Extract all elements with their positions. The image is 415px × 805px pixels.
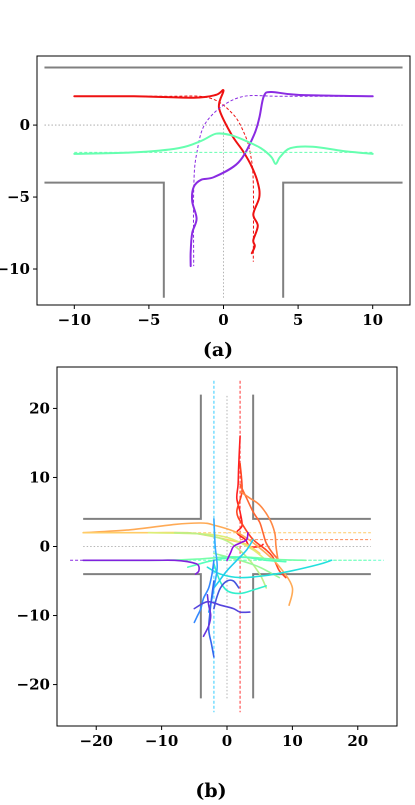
trajectory-0 — [73, 89, 261, 255]
x-tick-label-1: −5 — [137, 311, 160, 329]
y-tick-label-1: −10 — [17, 607, 50, 625]
panel-b-chart: −20 −10 0 10 20 −20 −10 0 10 20 — [17, 366, 398, 750]
trajectory-17 — [213, 579, 240, 610]
x-tick-label-2: 0 — [218, 311, 228, 329]
x-tick-label-4: 10 — [362, 311, 383, 329]
trajectory-5 — [82, 531, 261, 555]
trajectory-3 — [239, 490, 279, 562]
trajectory-2 — [73, 132, 374, 165]
trajectory-12 — [206, 559, 333, 579]
x-tick-label-0: −20 — [80, 732, 113, 750]
reference-path-0 — [74, 95, 255, 262]
y-tick-label-2: 0 — [20, 116, 30, 134]
trajectory-4 — [82, 522, 294, 606]
trajectory-1 — [189, 90, 374, 268]
y-tick-label-3: 10 — [29, 468, 50, 486]
trajectory-10 — [187, 556, 287, 568]
road-edge-1 — [44, 181, 165, 298]
road-edge-0 — [83, 394, 202, 520]
x-tick-label-2: 0 — [222, 732, 232, 750]
trajectory-2 — [239, 483, 281, 562]
y-tick-label-2: 0 — [40, 538, 50, 556]
road-edge-2 — [282, 181, 403, 298]
y-tick-label-4: 20 — [29, 399, 50, 417]
x-tick-label-0: −10 — [58, 311, 91, 329]
trajectory-1 — [235, 462, 287, 579]
panel-a-chart: −10 −5 0 5 10 −10 −5 0 — [0, 55, 411, 329]
panel-b-label: (b) — [195, 780, 226, 802]
road-edge-2 — [83, 573, 202, 699]
road-edge-1 — [252, 394, 371, 520]
trajectory-16 — [207, 580, 215, 658]
trajectory-19 — [202, 594, 212, 638]
trajectory-18 — [193, 600, 251, 614]
trajectory-20 — [82, 559, 200, 575]
x-tick-label-1: −10 — [145, 732, 178, 750]
trajectory-21 — [226, 531, 249, 562]
y-tick-label-0: −10 — [0, 260, 30, 278]
x-tick-label-3: 5 — [293, 311, 303, 329]
x-tick-label-4: 20 — [347, 732, 368, 750]
panel-a-label: (a) — [203, 339, 233, 361]
y-tick-label-0: −20 — [17, 676, 50, 694]
x-tick-label-3: 10 — [282, 732, 303, 750]
trajectory-15 — [193, 559, 215, 624]
trajectory-13 — [213, 538, 254, 589]
road-edge-3 — [252, 573, 371, 699]
y-tick-label-1: −5 — [7, 188, 30, 206]
